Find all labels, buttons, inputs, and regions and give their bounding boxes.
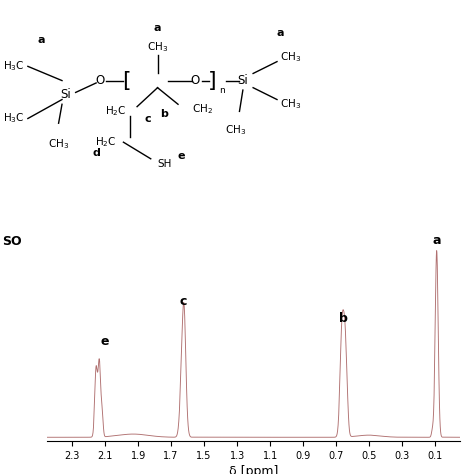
- Text: H$_2$C: H$_2$C: [95, 135, 117, 149]
- Text: b: b: [339, 312, 348, 325]
- Text: $\mathbf{b}$: $\mathbf{b}$: [160, 107, 169, 118]
- Text: Si: Si: [237, 74, 248, 87]
- Text: H$_3$C: H$_3$C: [3, 59, 25, 73]
- Text: SH: SH: [157, 158, 172, 169]
- Text: [: [: [123, 71, 131, 91]
- Text: $\mathbf{e}$: $\mathbf{e}$: [177, 151, 186, 162]
- Text: O: O: [191, 74, 200, 87]
- Text: $\mathbf{d}$: $\mathbf{d}$: [91, 146, 100, 158]
- Text: CH$_3$: CH$_3$: [281, 97, 301, 111]
- X-axis label: δ [ppm]: δ [ppm]: [229, 465, 278, 474]
- Text: c: c: [180, 294, 187, 308]
- Text: Si: Si: [60, 88, 71, 101]
- Text: e: e: [100, 336, 109, 348]
- Text: SO: SO: [2, 235, 22, 248]
- Text: $\mathbf{a}$: $\mathbf{a}$: [153, 23, 162, 34]
- Text: CH$_3$: CH$_3$: [147, 40, 168, 55]
- Text: $\mathbf{c}$: $\mathbf{c}$: [144, 113, 152, 124]
- Text: ]: ]: [208, 71, 217, 91]
- Text: O: O: [95, 74, 104, 87]
- Text: CH$_2$: CH$_2$: [191, 102, 213, 116]
- Text: H$_2$C: H$_2$C: [105, 104, 127, 118]
- Text: a: a: [432, 234, 441, 247]
- Text: CH$_3$: CH$_3$: [226, 123, 246, 137]
- Text: H$_3$C: H$_3$C: [3, 111, 25, 126]
- Text: $\mathbf{a}$: $\mathbf{a}$: [37, 35, 46, 46]
- Text: n: n: [219, 86, 225, 94]
- Text: CH$_3$: CH$_3$: [281, 50, 301, 64]
- Text: CH$_3$: CH$_3$: [48, 137, 69, 151]
- Text: $\mathbf{a}$: $\mathbf{a}$: [276, 28, 285, 38]
